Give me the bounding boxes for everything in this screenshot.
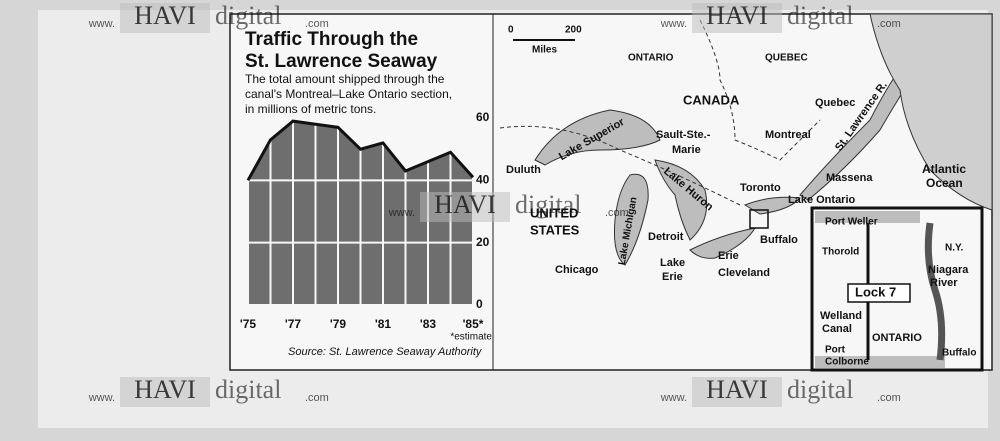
map-label: Lake bbox=[660, 257, 685, 269]
inset-label: Port bbox=[825, 345, 846, 356]
y-tick-label: 0 bbox=[476, 297, 483, 311]
y-tick-label: 40 bbox=[476, 173, 490, 187]
watermark: .com bbox=[305, 392, 329, 404]
map-label: CANADA bbox=[683, 92, 740, 107]
annotation: *estimate bbox=[450, 332, 492, 343]
chart-title: Traffic Through the St. Lawrence Seaway bbox=[245, 29, 438, 72]
watermark: HAVI bbox=[134, 1, 196, 30]
map-label: UNITED bbox=[530, 205, 578, 220]
watermark: www. bbox=[660, 392, 687, 404]
subtitle: canal's Montreal–Lake Ontario section, bbox=[245, 87, 452, 101]
map-label: Ocean bbox=[926, 176, 963, 190]
inset-lake-ontario bbox=[815, 211, 920, 223]
map-label: STATES bbox=[530, 222, 580, 237]
map-label: Erie bbox=[662, 271, 683, 283]
subtitle: The total amount shipped through the bbox=[245, 72, 445, 86]
inset-label: Welland bbox=[820, 310, 862, 322]
map-label: ONTARIO bbox=[628, 53, 674, 64]
inset-label: Lock 7 bbox=[855, 284, 896, 299]
watermark: digital bbox=[515, 190, 581, 219]
inset-label: Port Weller bbox=[825, 217, 878, 228]
x-tick-label: '83 bbox=[420, 317, 437, 331]
map-label: Sault-Ste.- bbox=[656, 129, 711, 141]
watermark-box bbox=[692, 377, 782, 407]
subtitle: in millions of metric tons. bbox=[245, 102, 376, 116]
inset-label: Colborne bbox=[825, 357, 869, 368]
border bbox=[699, 19, 821, 161]
map-label: Buffalo bbox=[760, 234, 798, 246]
watermark: digital bbox=[215, 1, 281, 30]
map-label: Duluth bbox=[506, 164, 541, 176]
y-tick-label: 60 bbox=[476, 110, 490, 124]
inset-label: N.Y. bbox=[945, 243, 964, 254]
map-label: Lake Ontario bbox=[788, 194, 856, 206]
watermark-box bbox=[692, 3, 782, 33]
inset-lake-erie bbox=[815, 356, 945, 368]
source: Source: St. Lawrence Seaway Authority bbox=[288, 346, 483, 358]
map-label: QUEBEC bbox=[765, 53, 808, 64]
watermark: HAVI bbox=[706, 1, 768, 30]
x-tick-label: '81 bbox=[375, 317, 392, 331]
map-label: Detroit bbox=[648, 231, 684, 243]
watermark-box bbox=[120, 377, 210, 407]
y-tick-label: 20 bbox=[476, 235, 490, 249]
watermark: .com bbox=[877, 392, 901, 404]
inset-label: Canal bbox=[822, 323, 852, 335]
watermark: .com bbox=[305, 18, 329, 30]
watermark: .com bbox=[877, 18, 901, 30]
map-label: Marie bbox=[672, 144, 701, 156]
map-label: Chicago bbox=[555, 264, 599, 276]
watermark: HAVI bbox=[706, 375, 768, 404]
inset-label: Thorold bbox=[822, 247, 859, 258]
map-label: Quebec bbox=[815, 97, 855, 109]
inset-label: Niagara bbox=[928, 264, 969, 276]
border bbox=[499, 125, 741, 206]
watermark-box bbox=[120, 3, 210, 33]
x-tick-label: '75 bbox=[240, 317, 257, 331]
watermark: www. bbox=[388, 207, 415, 219]
lake-michigan bbox=[614, 173, 649, 266]
map-label: Toronto bbox=[740, 182, 781, 194]
map-label: Erie bbox=[718, 250, 739, 262]
watermark: HAVI bbox=[434, 190, 496, 219]
watermark: www. bbox=[88, 18, 115, 30]
watermark: digital bbox=[787, 375, 853, 404]
inset-label: ONTARIO bbox=[872, 332, 922, 344]
lock-box bbox=[847, 283, 911, 303]
watermark: HAVI bbox=[134, 375, 196, 404]
inset-marker bbox=[749, 209, 769, 229]
x-tick-label: '85* bbox=[463, 317, 484, 331]
map bbox=[534, 13, 993, 266]
watermark: .com bbox=[605, 207, 629, 219]
niagara-river bbox=[924, 222, 946, 361]
watermark: digital bbox=[787, 1, 853, 30]
watermark-box bbox=[420, 192, 510, 222]
inset-label: River bbox=[930, 277, 958, 289]
map-label: Atlantic bbox=[922, 162, 966, 176]
x-tick-label: '77 bbox=[285, 317, 302, 331]
map-label: Montreal bbox=[765, 129, 811, 141]
map-label: Miles bbox=[532, 45, 557, 56]
lake-huron bbox=[654, 159, 708, 241]
lake-erie bbox=[689, 227, 756, 259]
map-label: Massena bbox=[826, 172, 873, 184]
ocean bbox=[869, 13, 993, 211]
watermark: www. bbox=[88, 392, 115, 404]
watermark: digital bbox=[215, 375, 281, 404]
watermark: www. bbox=[660, 18, 687, 30]
lake-superior bbox=[534, 109, 661, 166]
map-label: 0 bbox=[508, 25, 514, 36]
inset-label: Buffalo bbox=[942, 348, 976, 359]
line bbox=[246, 119, 475, 182]
map-label: Cleveland bbox=[718, 267, 770, 279]
map-label: 200 bbox=[565, 25, 582, 36]
x-tick-label: '79 bbox=[330, 317, 347, 331]
